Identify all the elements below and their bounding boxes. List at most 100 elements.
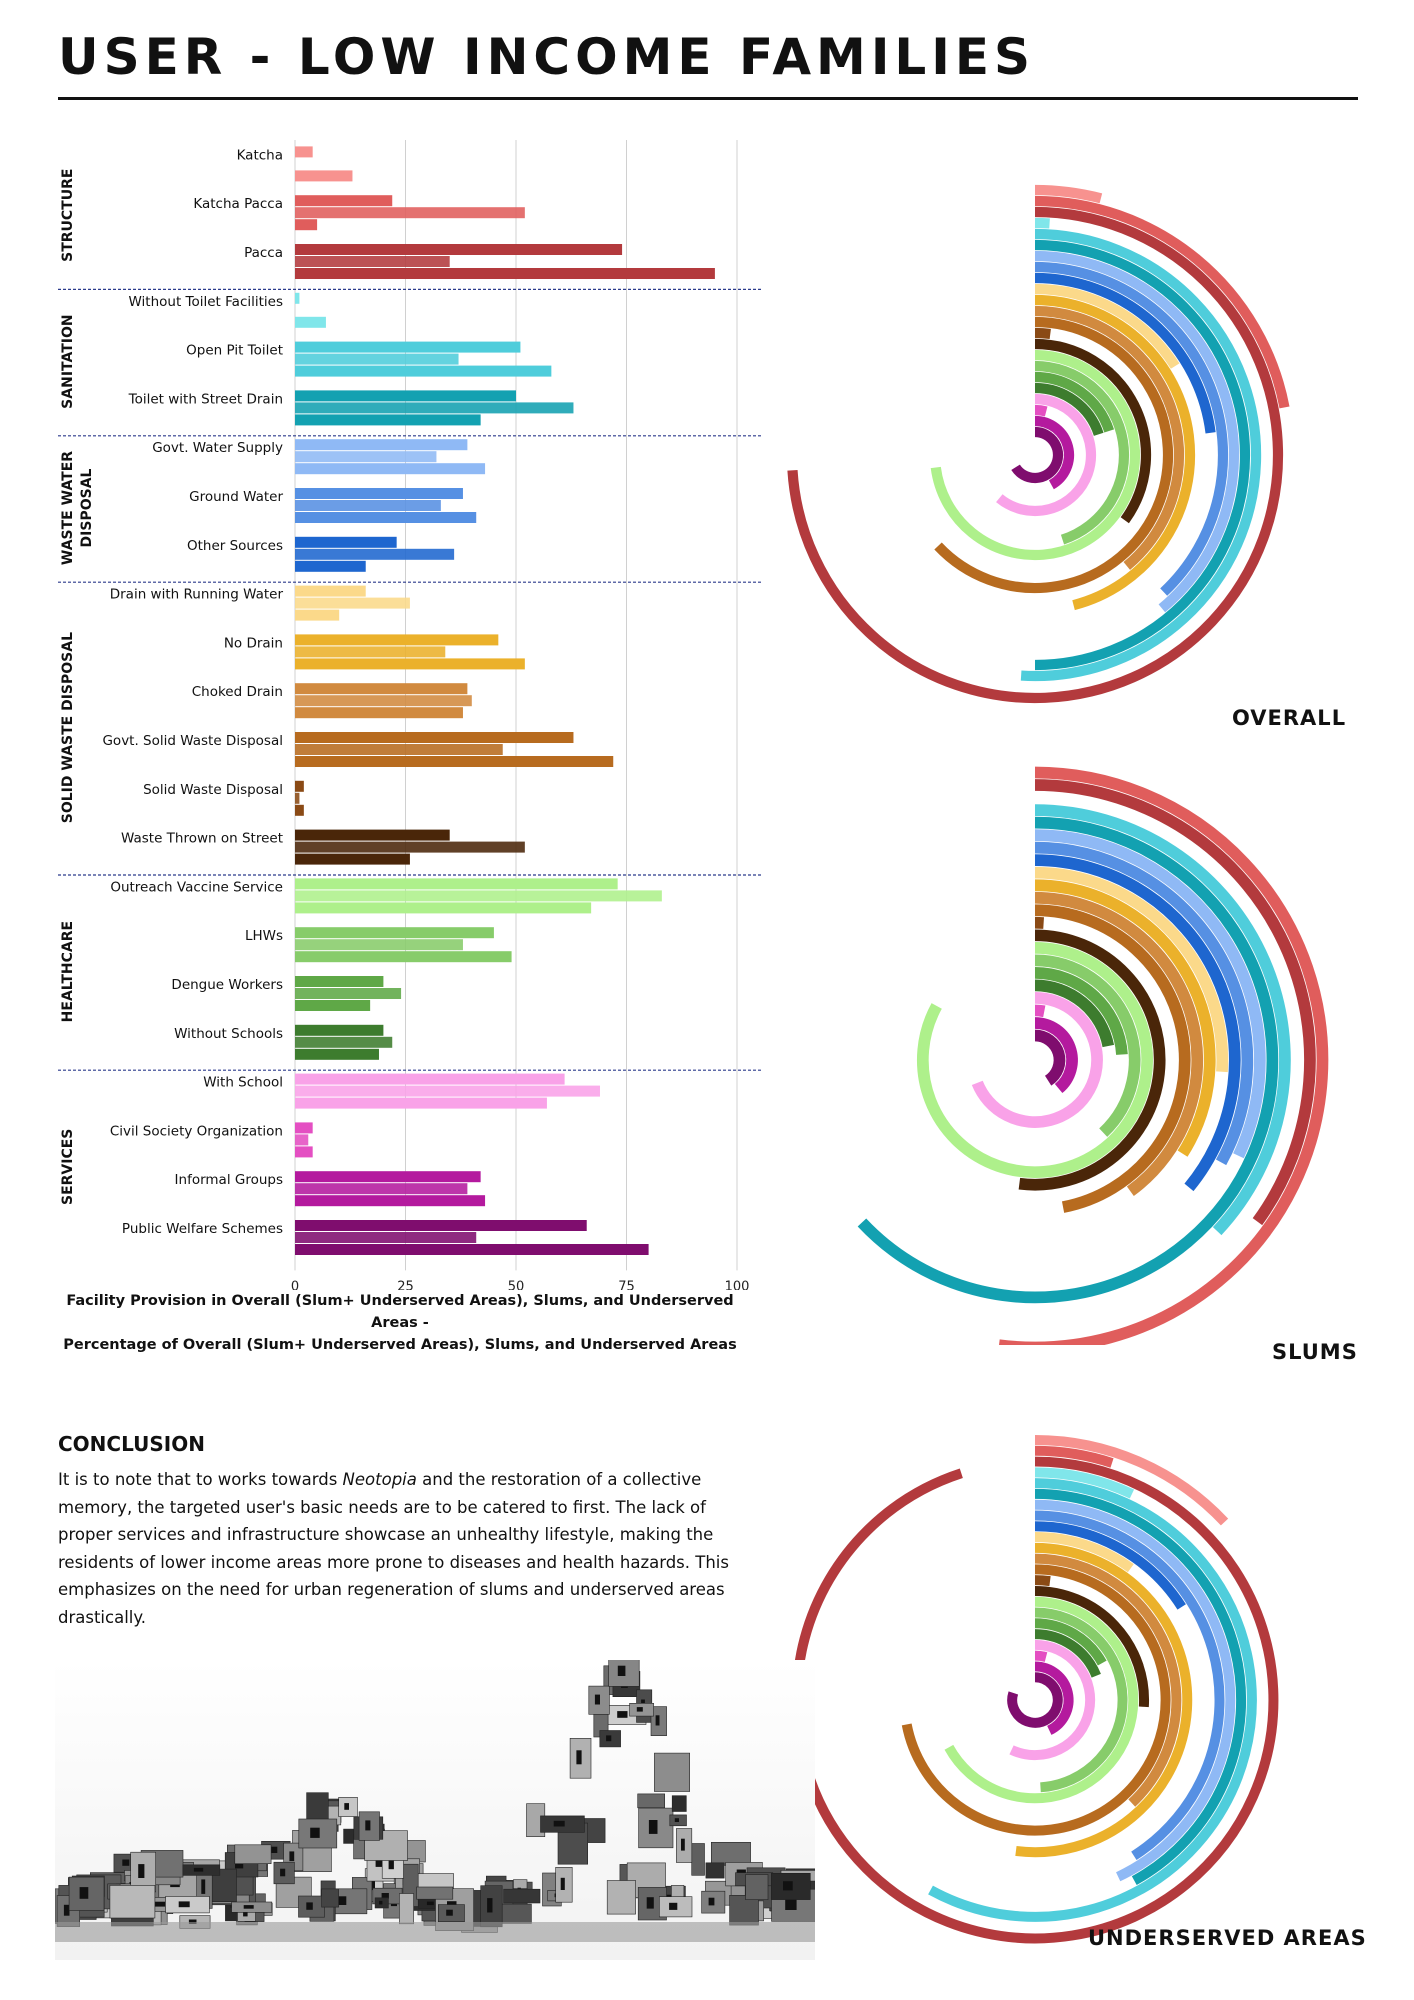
house-window xyxy=(487,1898,493,1913)
bar-without-schools-underserved-areas xyxy=(295,1048,379,1060)
radial-arc-open-pit-toilet xyxy=(1034,804,1291,1236)
conclusion-text-emphasis: Neotopia xyxy=(342,1470,417,1489)
house-window xyxy=(674,1818,679,1822)
bar-other-sources-overall xyxy=(295,536,397,548)
bar-govt-water-supply-underserved-areas xyxy=(295,463,486,475)
bar-without-toilet-facilities-underserved-areas xyxy=(295,316,326,328)
bar-civil-society-organization-overall xyxy=(295,1122,313,1134)
bar-without-toilet-facilities-overall xyxy=(295,292,300,304)
house-window xyxy=(370,1878,375,1891)
bar-open-pit-toilet-underserved-areas xyxy=(295,365,552,377)
house-block xyxy=(710,1842,751,1866)
radial-arc-public-welfare-schemes xyxy=(1007,1672,1063,1728)
house-block xyxy=(399,1893,414,1925)
bar-waste-thrown-on-street-overall xyxy=(295,829,450,841)
bar-katcha-overall xyxy=(295,146,313,158)
radial-arc-toilet-with-street-drain xyxy=(1034,239,1251,671)
title-divider xyxy=(58,97,1358,100)
radial-arc-govt-water-supply xyxy=(1034,250,1240,613)
bar-toilet-with-street-drain-underserved-areas xyxy=(295,414,481,426)
house-window xyxy=(63,1904,70,1916)
group-label-solid-waste-disposal: SOLID WASTE DISPOSAL xyxy=(60,632,76,823)
radial-arc-without-schools xyxy=(1034,979,1115,1048)
bar-dengue-workers-slums xyxy=(295,988,402,999)
radial-arc-with-school xyxy=(971,992,1103,1128)
bar-govt-solid-waste-disposal-underserved-areas xyxy=(295,756,614,767)
bar-lhws-overall xyxy=(295,927,494,939)
radial-arc-informal-groups xyxy=(1034,415,1075,490)
radial-arc-katcha xyxy=(1034,1435,1229,1526)
radial-chart-slums xyxy=(857,766,1329,1345)
radial-arc-outreach-vaccine-service xyxy=(944,1596,1139,1804)
bar-ground-water-overall xyxy=(295,488,463,499)
category-label-waste-thrown-on-street: Waste Thrown on Street xyxy=(121,831,283,847)
radial-arc-drain-with-running-water xyxy=(1034,866,1229,1073)
bar-govt-water-supply-overall xyxy=(295,439,468,451)
house-window xyxy=(122,1859,130,1866)
category-label-ground-water: Ground Water xyxy=(189,489,283,505)
house-block xyxy=(364,1830,408,1861)
house-block xyxy=(745,1874,769,1901)
category-label-open-pit-toilet: Open Pit Toilet xyxy=(186,343,283,359)
bar-outreach-vaccine-service-slums xyxy=(295,890,662,902)
house-window xyxy=(79,1887,89,1899)
x-tick-label: 0 xyxy=(291,1279,299,1290)
bar-public-welfare-schemes-slums xyxy=(295,1232,477,1243)
house-block xyxy=(691,1843,705,1876)
bar-drain-with-running-water-overall xyxy=(295,585,366,597)
radial-arc-informal-groups xyxy=(1034,1661,1074,1735)
radial-arc-civil-society-organization xyxy=(1034,1004,1046,1018)
bar-no-drain-underserved-areas xyxy=(295,658,525,670)
house-window xyxy=(289,1851,295,1862)
bar-drain-with-running-water-slums xyxy=(295,597,410,609)
bar-open-pit-toilet-overall xyxy=(295,341,521,353)
house-window xyxy=(594,1694,600,1705)
radial-arc-drain-with-running-water xyxy=(1034,1532,1134,1573)
category-label-katcha-pacca: Katcha Pacca xyxy=(193,196,283,212)
radial-arc-dengue-workers xyxy=(1034,371,1115,433)
radial-arc-katcha xyxy=(1034,184,1103,204)
radial-arc-govt-solid-waste-disposal xyxy=(901,1564,1171,1836)
x-tick-label: 50 xyxy=(508,1279,525,1290)
bar-solid-waste-disposal-underserved-areas xyxy=(295,804,304,816)
house-block xyxy=(503,1888,541,1904)
radial-title-underserved-areas: UNDERSERVED AREAS xyxy=(1088,1926,1367,1950)
house-window xyxy=(310,1827,320,1838)
bar-public-welfare-schemes-underserved-areas xyxy=(295,1244,649,1255)
bar-other-sources-underserved-areas xyxy=(295,560,366,572)
group-label-healthcare: HEALTHCARE xyxy=(60,921,76,1022)
bar-ground-water-slums xyxy=(295,500,441,511)
bar-civil-society-organization-slums xyxy=(295,1134,309,1146)
radial-arc-dengue-workers xyxy=(1034,1618,1107,1666)
category-label-drain-with-running-water: Drain with Running Water xyxy=(110,587,284,603)
radial-arc-pacca xyxy=(1034,779,1316,1226)
bar-solid-waste-disposal-slums xyxy=(295,792,300,804)
radial-arc-ground-water xyxy=(1034,261,1229,596)
category-label-govt-water-supply: Govt. Water Supply xyxy=(152,440,283,456)
category-label-choked-drain: Choked Drain xyxy=(192,684,283,700)
radial-arc-no-drain xyxy=(1034,879,1216,1157)
category-label-civil-society-organization: Civil Society Organization xyxy=(110,1123,283,1139)
house-block xyxy=(654,1752,691,1792)
house-window xyxy=(243,1905,254,1909)
slum-settlement-illustration xyxy=(55,1660,815,1960)
group-label-waste-water-disposal: WASTE WATER xyxy=(60,451,76,565)
radial-arc-no-drain xyxy=(1015,1542,1193,1858)
house-window xyxy=(576,1750,582,1765)
house-window xyxy=(446,1909,453,1916)
bar-waste-thrown-on-street-slums xyxy=(295,841,525,853)
category-label-with-school: With School xyxy=(203,1075,283,1091)
bar-with-school-overall xyxy=(295,1073,565,1085)
house-window xyxy=(153,1901,166,1907)
house-window xyxy=(379,1900,383,1905)
bar-informal-groups-slums xyxy=(295,1183,468,1195)
radial-arc-govt-solid-waste-disposal xyxy=(934,316,1174,594)
bar-no-drain-slums xyxy=(295,646,446,658)
house-block xyxy=(705,1862,725,1879)
bar-without-schools-slums xyxy=(295,1036,393,1048)
radial-arc-waste-thrown-on-street xyxy=(1034,338,1152,524)
radial-arc-without-schools xyxy=(1034,382,1104,437)
bar-govt-solid-waste-disposal-slums xyxy=(295,744,503,755)
house-block xyxy=(321,1888,339,1908)
radial-arc-public-welfare-schemes xyxy=(1034,1029,1066,1086)
